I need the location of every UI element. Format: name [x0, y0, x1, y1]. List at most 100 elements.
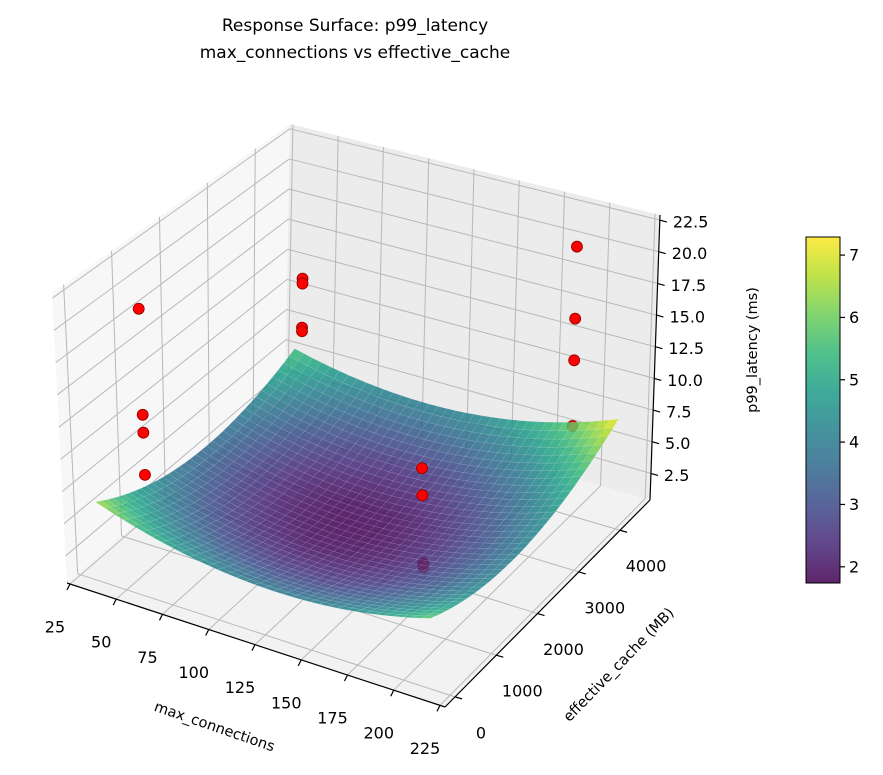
y-gridline-left	[252, 148, 256, 423]
x-tick-label: 25	[45, 617, 65, 636]
x-tick-label: 100	[178, 663, 209, 682]
x-axis-label: max_connections	[152, 699, 277, 755]
tick-labels: 25 50 75 100 125 150 175 200 225 0 1000 2000 3000 400…	[45, 213, 709, 758]
z-tick	[657, 282, 665, 286]
x-tick-label: 200	[363, 724, 394, 743]
y-tick-label: 1000	[502, 682, 543, 701]
y-gridline-left	[158, 216, 166, 499]
surface-patch	[571, 468, 588, 478]
z-axis-line	[649, 214, 661, 501]
chart-title-line-1: Response Surface: p99_latency	[222, 16, 488, 36]
surface-patch	[504, 553, 520, 560]
y-gridline-left	[111, 250, 123, 536]
z-gridline-back	[289, 128, 660, 221]
left-pane	[52, 124, 290, 583]
surface-patch	[509, 548, 525, 555]
surface-patch	[488, 569, 504, 575]
data-point	[137, 426, 150, 439]
x-tick-label: 125	[225, 678, 256, 697]
surface-patch	[472, 582, 489, 588]
surface-patch	[519, 536, 535, 544]
surface-patch	[421, 615, 436, 619]
x-tick-label: 75	[137, 648, 157, 667]
x-gridline-back	[287, 124, 294, 396]
data-point	[296, 325, 308, 338]
y-tick-label: 4000	[626, 557, 667, 576]
z-tick	[655, 346, 663, 350]
x-gridline-floor	[439, 498, 646, 706]
x-gridline-back	[644, 213, 656, 499]
data-point	[571, 240, 583, 253]
x-gridline-back	[510, 180, 520, 461]
surface-patch	[545, 504, 561, 513]
y-tick	[496, 654, 504, 658]
x-tick	[112, 598, 117, 606]
y-tick	[454, 696, 463, 700]
z-gridline-left	[56, 218, 289, 396]
x-tick-label: 175	[317, 709, 348, 728]
response-surface	[94, 348, 619, 619]
x-tick	[297, 659, 302, 667]
data-point	[132, 302, 145, 315]
y-gridline-floor	[77, 573, 456, 698]
colorbar-tick-label: 7	[849, 246, 859, 265]
colorbar-gradient	[805, 236, 841, 584]
surface-patch	[483, 573, 499, 579]
z-gridline-back	[289, 158, 659, 253]
data-point	[296, 277, 309, 290]
z-tick	[650, 472, 659, 476]
z-gridline-back	[286, 309, 654, 411]
z-tick-label: 10.0	[667, 371, 703, 390]
z-tick	[654, 377, 662, 381]
data-point	[416, 462, 428, 475]
chart-title-line-2: max_connections vs effective_cache	[200, 43, 511, 63]
z-tick-label: 22.5	[673, 213, 709, 232]
data-point	[568, 354, 581, 367]
x-tick	[390, 689, 395, 697]
colorbar-tick-label: 6	[849, 308, 859, 327]
y-tick-label: 0	[476, 723, 486, 742]
y-tick	[578, 571, 586, 575]
colorbar-tick-label: 3	[849, 495, 859, 514]
z-gridline-left	[53, 158, 290, 331]
x-tick	[343, 674, 349, 682]
x-tick-label: 225	[410, 739, 441, 758]
z-gridline-left	[58, 248, 288, 428]
z-tick	[658, 251, 666, 255]
data-point	[416, 489, 429, 502]
colorbar-tick-label: 2	[849, 557, 859, 576]
y-gridline-left	[206, 182, 210, 461]
z-tick-label: 2.5	[664, 466, 689, 485]
x-gridline-back	[376, 146, 384, 422]
colorbar: 2 3 4 5 6 7	[805, 236, 859, 584]
x-gridline-back	[332, 135, 339, 409]
z-gridline-left	[60, 278, 288, 460]
z-gridline-back	[287, 278, 655, 379]
surface-patch	[593, 436, 609, 446]
surface-patch	[441, 604, 458, 609]
y-axis-line	[444, 499, 651, 708]
y-tick	[619, 529, 628, 533]
z-tick	[651, 441, 660, 445]
surface-patch	[493, 564, 510, 570]
x-tick	[205, 629, 210, 636]
axes	[66, 214, 667, 712]
z-tick-label: 17.5	[671, 276, 707, 295]
z-gridline-left	[55, 188, 290, 364]
colorbar-tick-label: 5	[849, 370, 859, 389]
data-points	[132, 240, 583, 502]
x-gridline-back	[466, 169, 475, 448]
x-axis-line	[66, 582, 446, 708]
x-tick	[436, 705, 441, 712]
x-tick	[251, 644, 256, 651]
x-gridline-floor	[393, 485, 601, 691]
data-point	[136, 408, 149, 421]
z-gridline-left	[65, 369, 286, 557]
z-tick-label: 15.0	[669, 308, 705, 327]
z-tick-label: 12.5	[668, 339, 704, 358]
colorbar-tick-label: 4	[849, 433, 859, 452]
z-gridline-left	[61, 309, 287, 492]
y-gridline-left	[63, 284, 79, 574]
z-gridline-back	[288, 218, 657, 316]
